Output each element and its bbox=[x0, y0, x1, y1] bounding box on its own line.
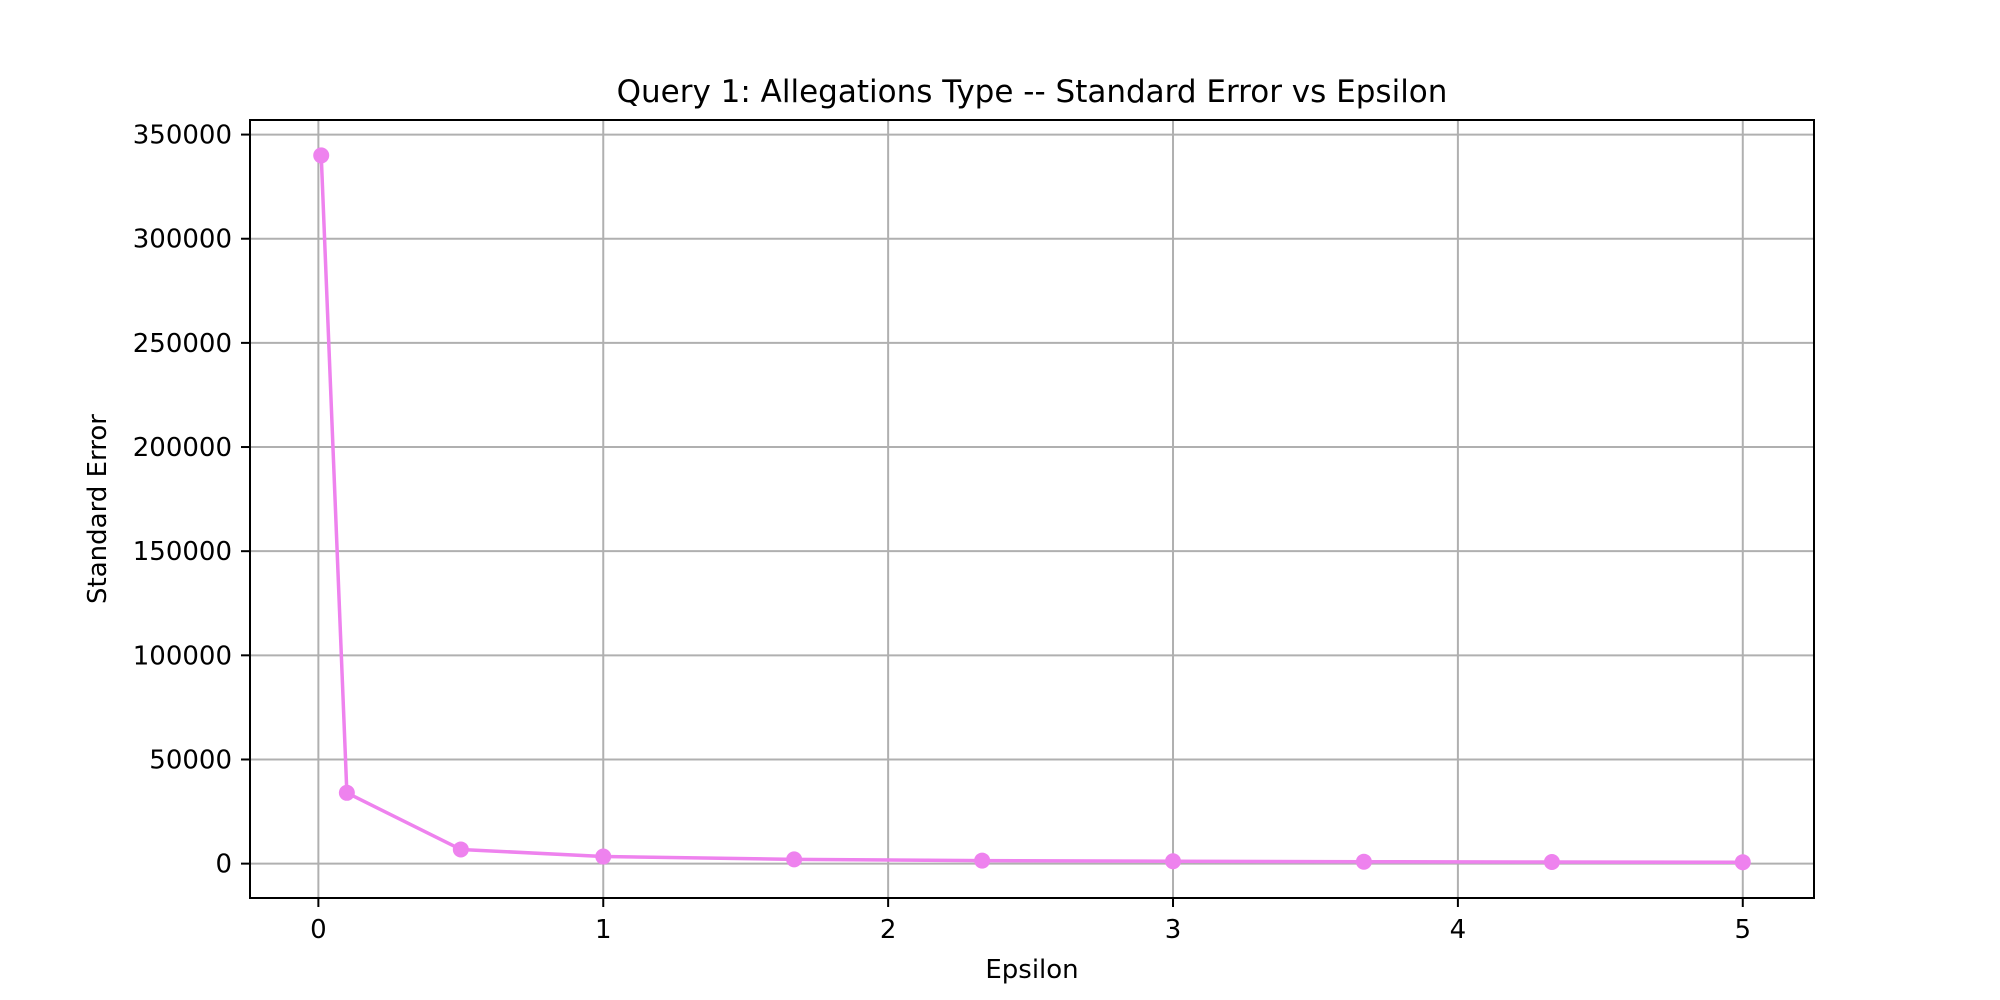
series-layer bbox=[313, 147, 1751, 871]
y-tick-label: 0 bbox=[215, 850, 232, 880]
y-tick-label: 200000 bbox=[133, 433, 232, 463]
y-tick-label: 300000 bbox=[133, 225, 232, 255]
data-point bbox=[974, 852, 991, 869]
y-tick-label: 100000 bbox=[133, 641, 232, 671]
x-tick-label: 1 bbox=[595, 915, 612, 945]
y-tick-label: 350000 bbox=[133, 121, 232, 151]
data-point bbox=[595, 848, 612, 865]
data-point bbox=[1165, 853, 1182, 870]
data-point bbox=[1355, 853, 1372, 870]
x-tick-label: 2 bbox=[880, 915, 897, 945]
y-tick-label: 50000 bbox=[149, 745, 232, 775]
grid-lines bbox=[250, 120, 1814, 898]
data-point bbox=[1543, 853, 1560, 870]
plot-frame bbox=[249, 119, 1815, 899]
x-tick-label: 5 bbox=[1735, 915, 1752, 945]
series-line bbox=[319, 155, 1743, 864]
data-point bbox=[452, 841, 469, 858]
x-tick-label: 0 bbox=[310, 915, 327, 945]
axis-ticks: 0 1 2 3 4 5 0 50000 100000 150000 200000 250000 3000… bbox=[133, 121, 1751, 945]
data-point bbox=[1734, 854, 1751, 871]
y-tick-label: 250000 bbox=[133, 329, 232, 359]
x-tick-label: 4 bbox=[1450, 915, 1467, 945]
y-axis-label: Standard Error bbox=[83, 414, 113, 604]
data-point bbox=[786, 851, 803, 868]
x-axis-label: Epsilon bbox=[985, 955, 1078, 985]
data-point bbox=[313, 147, 330, 164]
chart-title: Query 1: Allegations Type -- Standard Er… bbox=[617, 74, 1448, 110]
y-tick-label: 150000 bbox=[133, 537, 232, 567]
x-tick-label: 3 bbox=[1165, 915, 1182, 945]
data-point bbox=[338, 784, 355, 801]
